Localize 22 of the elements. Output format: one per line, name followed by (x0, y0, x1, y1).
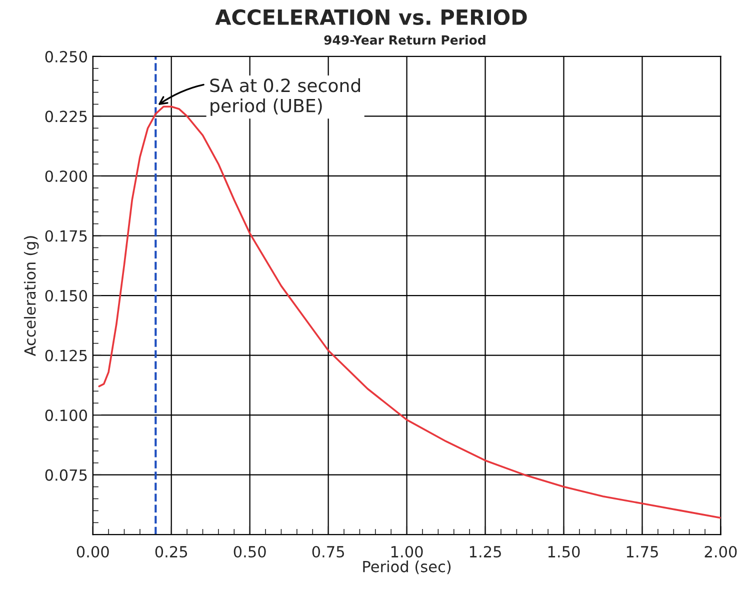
y-tick-label: 0.150 (45, 290, 87, 302)
x-tick-label: 1.50 (548, 546, 580, 558)
x-tick-label: 0.00 (76, 546, 109, 558)
x-tick-label: 0.50 (234, 546, 266, 558)
y-tick-label: 0.125 (45, 350, 87, 362)
x-axis-title: Period (sec) (363, 560, 451, 574)
x-tick-label: 0.75 (312, 546, 344, 558)
x-tick-label: 1.25 (470, 546, 501, 558)
x-tick-label: 1.75 (626, 546, 658, 558)
y-tick-label: 0.075 (45, 469, 87, 481)
y-tick-label: 0.100 (45, 410, 87, 422)
y-tick-label: 0.250 (45, 50, 87, 62)
y-axis-title: Acceleration (g) (24, 236, 39, 356)
x-tick-label: 0.25 (155, 546, 188, 558)
y-tick-label: 0.200 (45, 170, 87, 182)
chart-subtitle: 949-Year Return Period (324, 35, 486, 45)
y-tick-label: 0.225 (45, 110, 87, 122)
y-tick-label: 0.175 (45, 230, 87, 242)
x-tick-label: 1.00 (391, 546, 423, 558)
annotation: SA at 0.2 second period (UBE) (210, 78, 360, 116)
x-tick-label: 2.00 (704, 546, 737, 558)
chart-title: ACCELERATION vs. PERIOD (215, 9, 527, 26)
